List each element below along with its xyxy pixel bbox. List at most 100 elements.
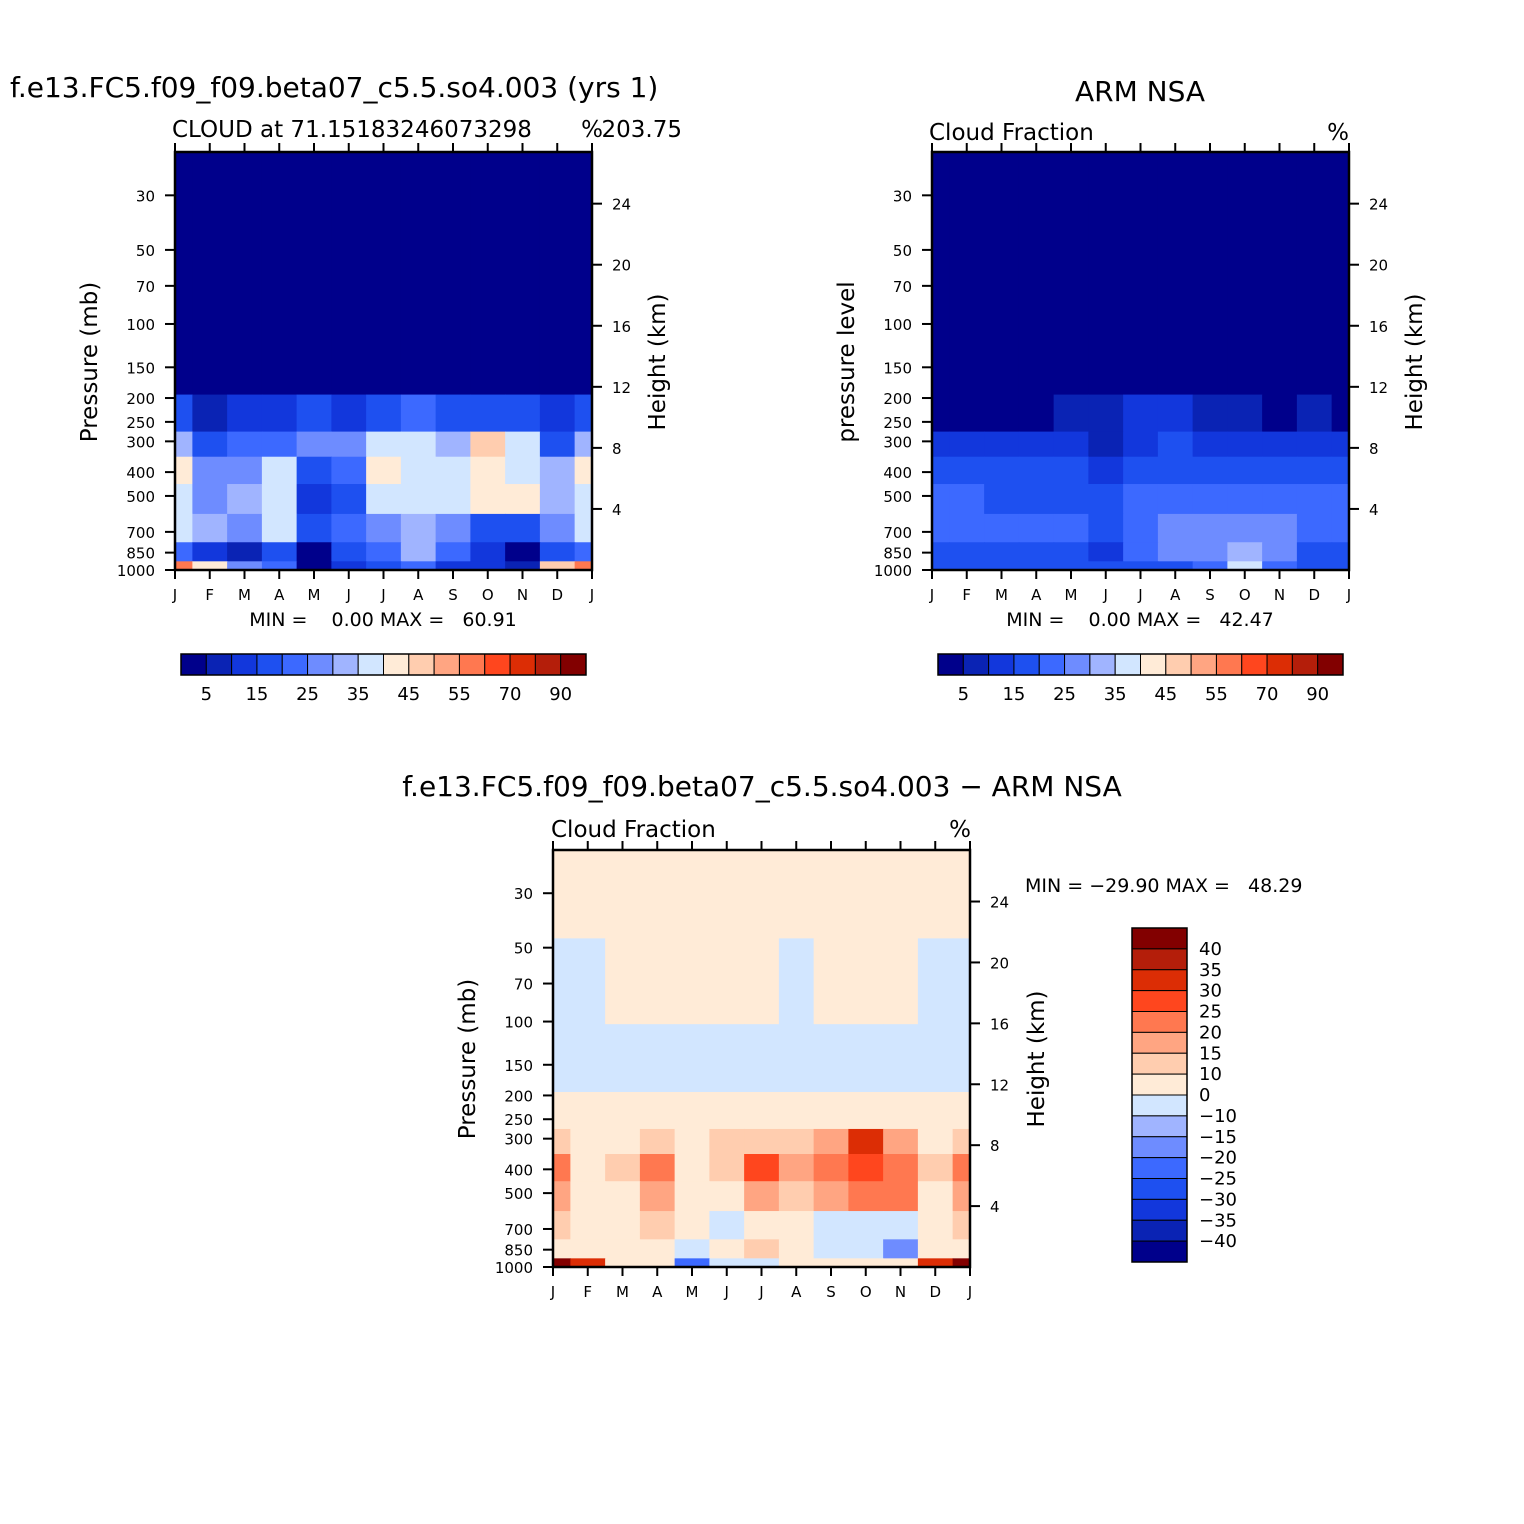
colorbar-swatch xyxy=(1131,1219,1188,1242)
contour-cell xyxy=(1053,152,1089,282)
contour-cell xyxy=(932,456,950,485)
month-label: A xyxy=(652,1283,663,1301)
pressure-tick-label: 70 xyxy=(136,278,155,296)
contour-cell xyxy=(570,1239,606,1259)
height-tick-label: 20 xyxy=(1369,257,1388,275)
contour-cell xyxy=(1053,513,1089,543)
difference-panel: f.e13.FC5.f09_f09.beta07_c5.5.so4.003 − … xyxy=(402,770,1302,1301)
contour-cell xyxy=(1262,281,1298,396)
contour-cell xyxy=(366,431,402,458)
model-min-max: MIN = 0.00 MAX = 60.91 xyxy=(249,609,517,631)
contour-cell xyxy=(570,1128,606,1155)
colorbar-swatch xyxy=(307,653,334,676)
contour-cell xyxy=(883,1092,919,1130)
contour-cell xyxy=(192,542,228,562)
contour-cell xyxy=(1157,281,1194,396)
month-label: J xyxy=(1103,586,1108,604)
contour-cell xyxy=(227,542,263,562)
model-colorbar: 5 15 25 35 45 55 70 90 xyxy=(180,653,587,705)
colorbar-swatch xyxy=(1131,1240,1188,1263)
contour-cell xyxy=(553,1154,571,1182)
month-label: O xyxy=(860,1283,872,1301)
month-label: M xyxy=(308,586,321,604)
month-label: F xyxy=(962,586,971,604)
contour-cell xyxy=(227,513,263,543)
contour-cell xyxy=(813,1128,849,1155)
contour-cell xyxy=(192,431,228,458)
contour-cell xyxy=(331,561,367,571)
contour-cell xyxy=(1018,513,1055,543)
colorbar-swatch xyxy=(1038,653,1066,676)
month-label: S xyxy=(826,1283,836,1301)
colorbar-label: 25 xyxy=(296,684,319,705)
contour-cell xyxy=(952,1181,971,1212)
height-tick-label: 20 xyxy=(990,954,1009,972)
contour-cell xyxy=(813,1024,849,1093)
contour-cell xyxy=(1262,484,1298,515)
pressure-tick-label: 1000 xyxy=(874,562,912,580)
colorbar-label: 35 xyxy=(1199,960,1222,981)
colorbar-label: 70 xyxy=(1256,684,1279,705)
model-ylabel: Pressure (mb) xyxy=(77,282,103,442)
contour-cell xyxy=(227,431,263,458)
contour-cell xyxy=(984,152,1020,282)
contour-cell xyxy=(539,484,576,515)
height-tick-label: 8 xyxy=(612,440,622,458)
contour-cell xyxy=(1262,561,1298,571)
pressure-tick-label: 50 xyxy=(514,940,533,958)
contour-cell xyxy=(261,513,298,543)
contour-cell xyxy=(674,1258,710,1268)
contour-cell xyxy=(639,1239,676,1259)
colorbar-label: 5 xyxy=(958,684,969,705)
contour-cell xyxy=(1157,456,1194,485)
colorbar-swatch xyxy=(962,653,990,676)
contour-cell xyxy=(778,938,815,1025)
colorbar-swatch xyxy=(1140,653,1167,676)
contour-cell xyxy=(553,1024,571,1093)
contour-cell xyxy=(674,1181,710,1212)
contour-cell xyxy=(883,1154,919,1182)
contour-cell xyxy=(470,431,506,458)
contour-cell xyxy=(1192,394,1228,433)
diff-main-title: f.e13.FC5.f09_f09.beta07_c5.5.so4.003 − … xyxy=(402,770,1122,803)
contour-cell xyxy=(261,394,298,433)
contour-cell xyxy=(227,561,263,571)
contour-cell xyxy=(553,1239,571,1259)
colorbar-label: 30 xyxy=(1199,981,1222,1002)
colorbar-swatch xyxy=(180,653,207,676)
colorbar-label: 90 xyxy=(1306,684,1329,705)
contour-cell xyxy=(331,394,367,433)
contour-cell xyxy=(574,152,593,282)
contour-cell xyxy=(1192,456,1228,485)
contour-cell xyxy=(296,542,332,562)
contour-cell xyxy=(570,1092,606,1130)
month-label: D xyxy=(1308,586,1320,604)
contour-cell xyxy=(435,561,471,571)
contour-cell xyxy=(984,484,1020,515)
height-tick-label: 24 xyxy=(1369,196,1388,214)
contour-cell xyxy=(1088,394,1124,433)
contour-cell xyxy=(1157,513,1194,543)
pressure-tick-label: 150 xyxy=(126,359,155,377)
colorbar-swatch xyxy=(1131,1178,1188,1200)
contour-cell xyxy=(261,456,298,485)
pressure-tick-label: 700 xyxy=(126,524,155,542)
colorbar-swatch xyxy=(1131,1115,1188,1138)
contour-cell xyxy=(1192,281,1228,396)
contour-cell xyxy=(1296,513,1333,543)
contour-cell xyxy=(744,1154,780,1182)
contour-cell xyxy=(400,561,437,571)
pressure-tick-label: 700 xyxy=(504,1221,533,1239)
contour-cell xyxy=(261,281,298,396)
contour-cell xyxy=(917,1024,954,1093)
contour-cell xyxy=(296,484,332,515)
pressure-tick-label: 200 xyxy=(504,1087,533,1105)
contour-cell xyxy=(366,281,402,396)
contour-cell xyxy=(366,484,402,515)
colorbar-swatch xyxy=(231,653,258,676)
contour-cell xyxy=(331,513,367,543)
contour-cell xyxy=(778,850,815,939)
contour-cell xyxy=(1123,152,1159,282)
colorbar-swatch xyxy=(433,653,460,676)
contour-cell xyxy=(813,938,849,1025)
